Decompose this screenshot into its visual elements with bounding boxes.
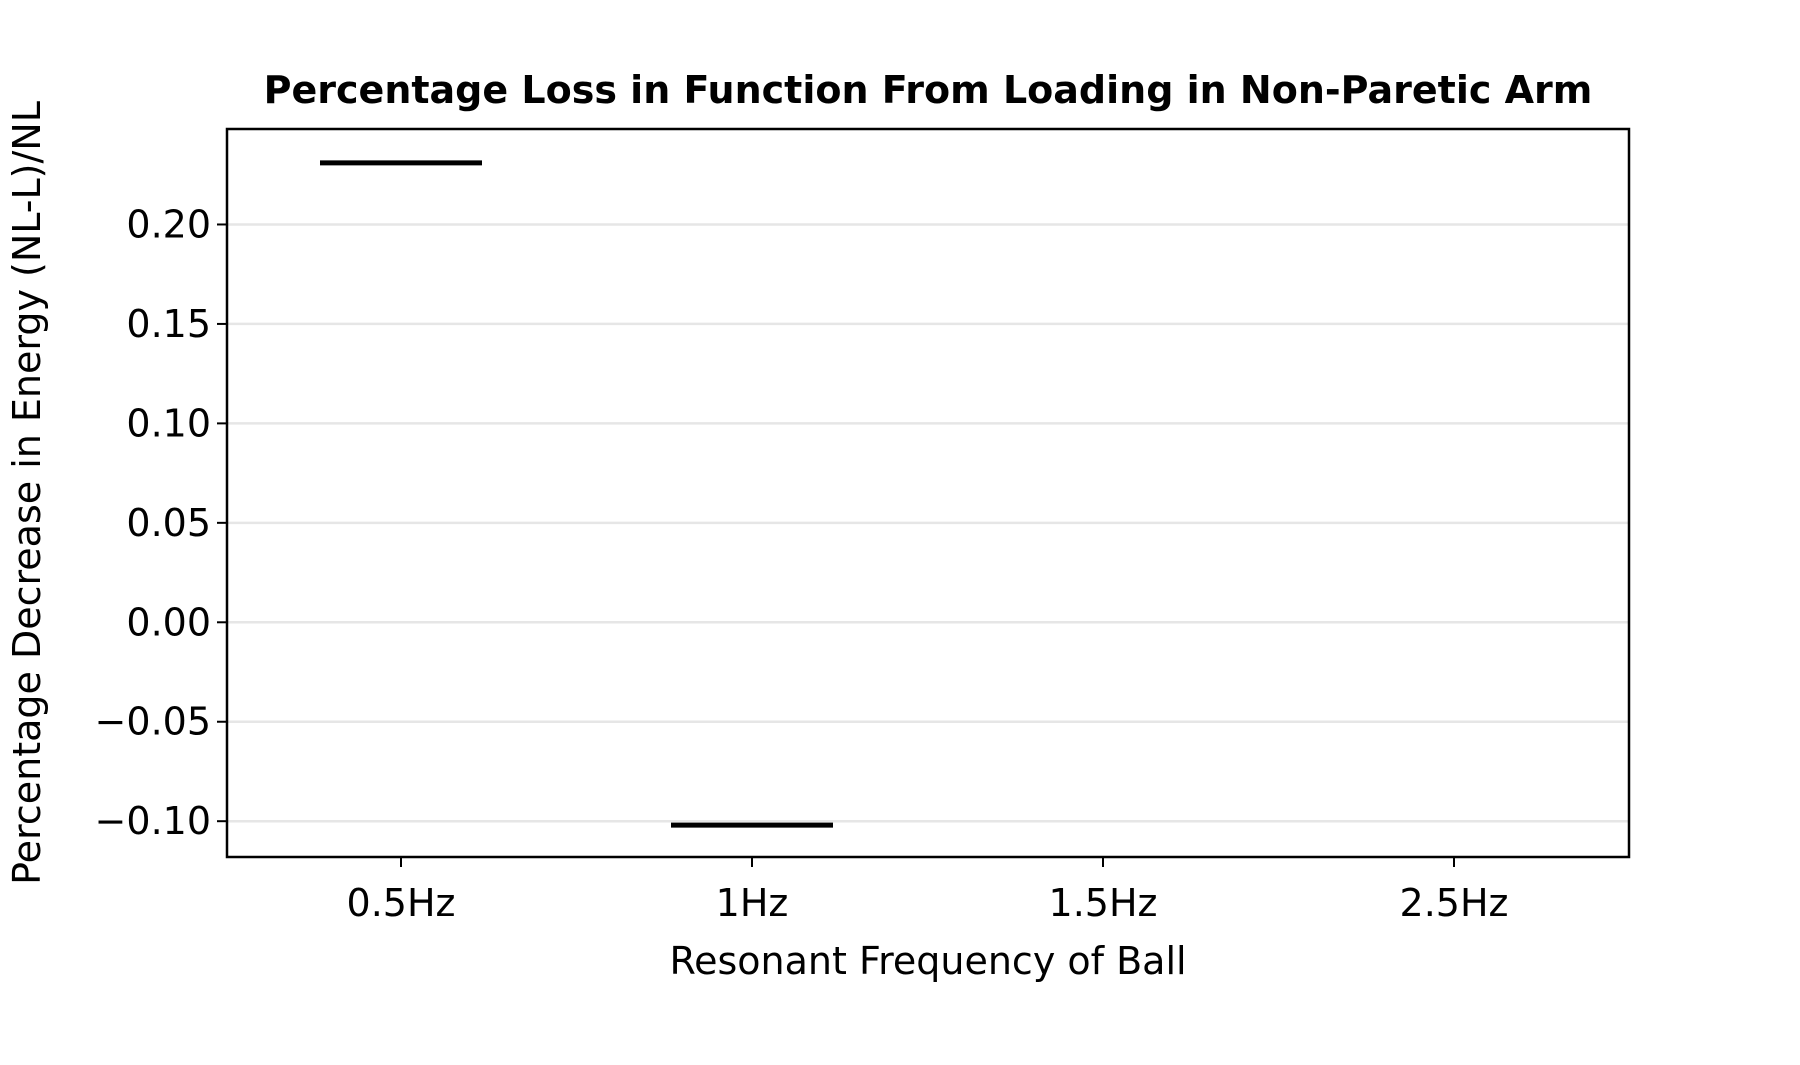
x-tick-label: 2.5Hz: [1400, 881, 1509, 925]
y-tick-label: 0.15: [126, 302, 211, 346]
grid-lines: [227, 223, 1629, 823]
x-axis-label: Resonant Frequency of Ball: [669, 939, 1186, 983]
y-tick-label: −0.05: [95, 700, 211, 744]
y-axis-ticks: 0.20 0.15 0.10 0.05 0.00 −0.05 −0.10: [95, 202, 227, 843]
y-tick-label: −0.10: [95, 799, 211, 843]
y-tick-label: 0.10: [126, 401, 211, 445]
x-tick-label: 0.5Hz: [347, 881, 456, 925]
x-tick-label: 1Hz: [716, 881, 789, 925]
x-axis-ticks: 0.5Hz 1Hz 1.5Hz 2.5Hz: [347, 857, 1509, 925]
y-tick-label: 0.20: [126, 202, 211, 246]
bar-marks: [320, 160, 833, 828]
y-tick-label: 0.05: [126, 501, 211, 545]
x-tick-label: 1.5Hz: [1049, 881, 1158, 925]
chart-title: Percentage Loss in Function From Loading…: [264, 68, 1593, 112]
y-axis-label: Percentage Decrease in Energy (NL-L)/NL: [5, 101, 49, 885]
plot-frame: [225, 127, 1631, 859]
y-tick-label: 0.00: [126, 600, 211, 644]
